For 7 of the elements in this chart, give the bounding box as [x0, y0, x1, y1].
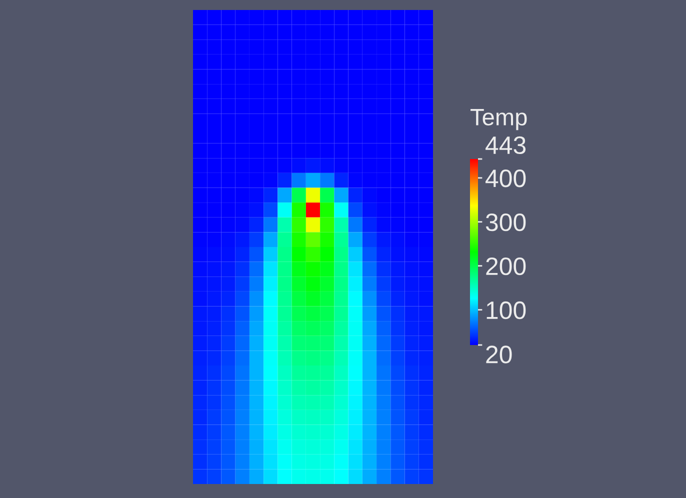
- color-bar-label: 100: [486, 301, 526, 320]
- color-bar-label: 443: [486, 136, 526, 154]
- color-bar-title: Temp: [470, 109, 527, 130]
- color-bar-label: 20: [486, 346, 512, 364]
- color-bar-label: 200: [486, 257, 526, 276]
- color-bar-label: 400: [486, 170, 526, 188]
- color-bar-label: 300: [486, 213, 526, 232]
